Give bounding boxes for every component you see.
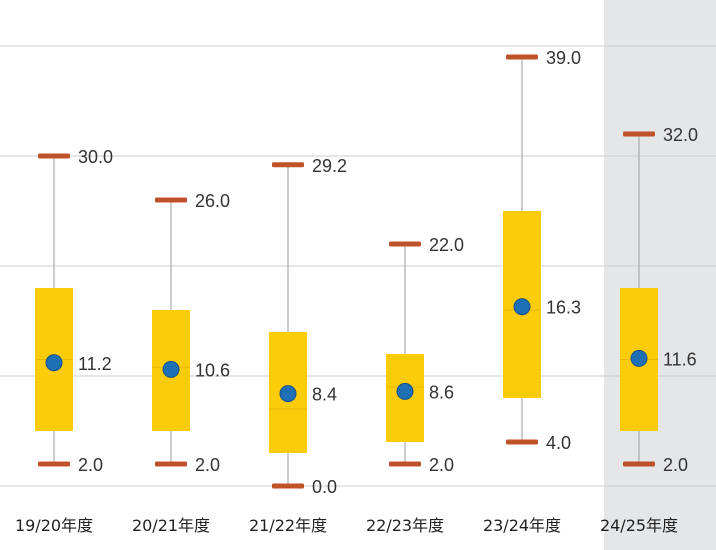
box-group xyxy=(620,131,658,467)
category-label: 24/25年度 xyxy=(600,516,678,535)
highlight-band xyxy=(604,0,716,550)
min-cap xyxy=(389,461,421,467)
mean-marker xyxy=(396,382,414,400)
box-group xyxy=(503,54,541,445)
data-labels: 30.0 11.2 2.0 26.0 10.6 2.0 29.2 8.4 0.0 22.0 8.6 2… xyxy=(78,48,698,497)
max-cap xyxy=(38,153,70,159)
max-label: 30.0 xyxy=(78,147,113,167)
gridlines xyxy=(0,45,716,487)
category-label: 22/23年度 xyxy=(366,516,444,535)
max-label: 26.0 xyxy=(195,191,230,211)
mean-label: 8.6 xyxy=(429,382,454,402)
min-cap xyxy=(272,483,304,489)
mean-label: 8.4 xyxy=(312,385,337,405)
mean-marker xyxy=(45,354,63,372)
category-labels: 19/20年度 20/21年度 21/22年度 22/23年度 23/24年度 24/25… xyxy=(15,516,678,535)
min-cap xyxy=(38,461,70,467)
min-label: 0.0 xyxy=(312,477,337,497)
min-cap xyxy=(506,439,538,445)
mean-marker xyxy=(162,360,180,378)
mean-label: 11.2 xyxy=(78,354,112,374)
min-label: 2.0 xyxy=(663,455,688,475)
mean-label: 10.6 xyxy=(195,360,230,380)
mean-marker xyxy=(630,349,648,367)
category-label: 23/24年度 xyxy=(483,516,561,535)
mean-marker xyxy=(279,385,297,403)
mean-label: 11.6 xyxy=(663,349,697,369)
max-label: 22.0 xyxy=(429,235,464,255)
max-cap xyxy=(155,197,187,203)
category-label: 20/21年度 xyxy=(132,516,210,535)
max-cap xyxy=(623,131,655,137)
max-cap xyxy=(389,241,421,247)
box-group xyxy=(269,162,307,489)
category-label: 21/22年度 xyxy=(249,516,327,535)
max-cap xyxy=(272,162,304,168)
max-label: 32.0 xyxy=(663,125,698,145)
highlight-band-layer xyxy=(604,0,716,550)
mean-marker xyxy=(513,298,531,316)
max-label: 39.0 xyxy=(546,48,581,68)
max-cap xyxy=(506,54,538,60)
min-label: 2.0 xyxy=(195,455,220,475)
min-cap xyxy=(623,461,655,467)
box-group xyxy=(35,153,73,467)
min-cap xyxy=(155,461,187,467)
min-label: 2.0 xyxy=(429,455,454,475)
category-label: 19/20年度 xyxy=(15,516,93,535)
box-group xyxy=(386,241,424,467)
boxes xyxy=(35,54,658,489)
box-group xyxy=(152,197,190,467)
min-label: 4.0 xyxy=(546,433,571,453)
mean-label: 16.3 xyxy=(546,298,581,318)
max-label: 29.2 xyxy=(312,156,347,176)
min-label: 2.0 xyxy=(78,455,103,475)
